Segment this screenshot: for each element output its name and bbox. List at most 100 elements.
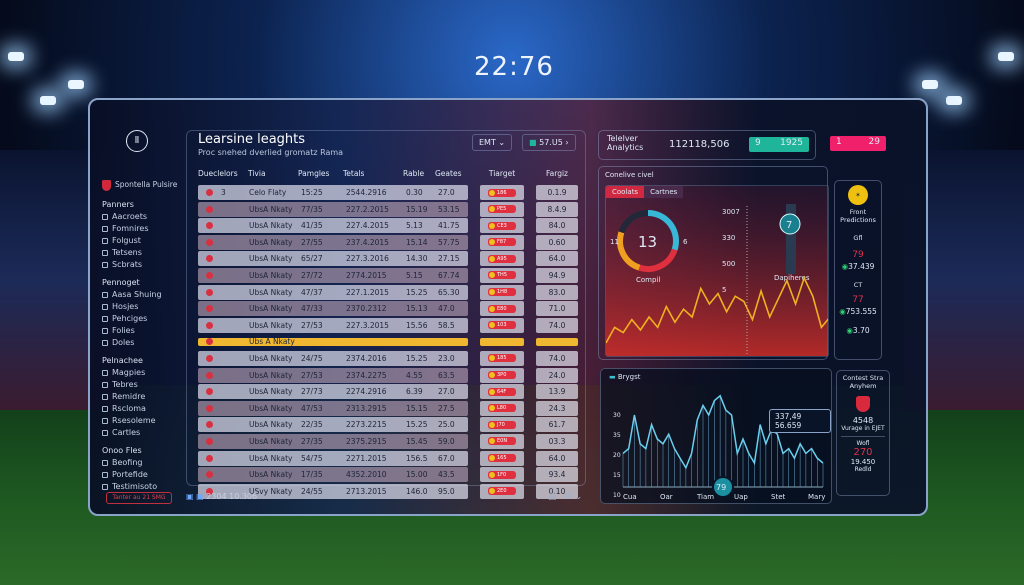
cell: 27/73: [301, 387, 323, 397]
status-icon: [206, 321, 213, 329]
axis-tick: 5: [722, 286, 726, 294]
sidebar-item[interactable]: Cartles: [102, 428, 184, 437]
menu-item-icon: [102, 213, 108, 220]
sidebar-item[interactable]: Remidre: [102, 392, 184, 401]
sidebar-item[interactable]: Fomnires: [102, 224, 184, 233]
menu-item-icon: [102, 249, 108, 256]
sidebar-item-label: Rscloma: [112, 404, 146, 413]
column-header[interactable]: Tiarget: [488, 168, 516, 178]
x-label: Tiam: [696, 493, 714, 501]
sidebar-item[interactable]: Folgust: [102, 236, 184, 245]
donut-segment: [618, 210, 649, 234]
sidebar-item[interactable]: Tetsens: [102, 248, 184, 257]
amount-button[interactable]: ■ 57.U5 ›: [522, 134, 576, 151]
column-header[interactable]: Tivia: [248, 168, 266, 178]
table-row[interactable]: 3 Celo Flaty 15:25 2544.2916 0.30 27.0 1…: [198, 185, 584, 200]
sidebar-item[interactable]: Testimisoto: [102, 482, 184, 491]
table-row[interactable]: USvy Nkaty 24/55 2713.2015 146.0 95.0 2E…: [198, 483, 584, 499]
table-row[interactable]: UbsA Nkaty 65/27 227.3.2016 14.30 27.15 …: [198, 251, 584, 267]
table-row[interactable]: UbsA Nkaty 27/73 2274.2916 6.39 27.0 64F…: [198, 384, 584, 400]
sidebar-item-label: Tetsens: [112, 248, 142, 257]
live-chart: 13 11 6 Compil 3007 330 500 5 7 Dapiheres: [606, 186, 828, 356]
sidebar-action-button[interactable]: Tanter au 21 SMG: [106, 492, 172, 504]
settings-icon[interactable]: ⚙ ⌄: [564, 492, 583, 502]
sidebar-item[interactable]: Portefide: [102, 470, 184, 479]
cell: UbsA Nkaty: [249, 470, 293, 480]
cell: 61.7: [548, 420, 566, 430]
score-a: 1: [836, 137, 842, 147]
target-badge: 64F: [488, 387, 516, 396]
sidebar-item[interactable]: Aasa Shuing: [102, 290, 184, 299]
column-header[interactable]: Pamgles: [298, 168, 330, 178]
cell: 27.0: [438, 387, 455, 397]
sidebar-item[interactable]: Pehciges: [102, 314, 184, 323]
table-row[interactable]: UbsA Nkaty 47/33 2370.2312 15.13 47.0 E8…: [198, 301, 584, 317]
sidebar-item[interactable]: Scbrats: [102, 260, 184, 269]
cell: 15.14: [406, 237, 428, 247]
sidebar-item[interactable]: Magpies: [102, 368, 184, 377]
sidebar-item-label: Magpies: [112, 368, 146, 377]
prediction-label: CT: [853, 281, 863, 289]
table-row[interactable]: UbsA Nkaty 22/35 2273.2215 15.25 25.0 J7…: [198, 417, 584, 433]
badge-text: 185: [497, 355, 507, 362]
cell: 146.0: [406, 486, 428, 496]
scrubber-knob[interactable]: [712, 476, 734, 498]
tab-cartnes[interactable]: Cartnes: [644, 186, 684, 198]
sidebar-item-label: Pehciges: [112, 314, 148, 323]
cell: UbsA Nkaty: [249, 287, 293, 297]
menu-item-icon: [102, 417, 108, 424]
donut-segment: [638, 248, 678, 272]
sidebar-item[interactable]: Hosjes: [102, 302, 184, 311]
axis-tick: 3007: [722, 208, 740, 216]
column-header[interactable]: Rable: [403, 168, 425, 178]
sidebar-item[interactable]: Doles: [102, 338, 184, 347]
table-row[interactable]: UbsA Nkaty 47/37 227.1.2015 15.25 65.30 …: [198, 284, 584, 300]
status-icon: [206, 437, 213, 445]
cell: 24/55: [301, 486, 323, 496]
period-dropdown[interactable]: EMT ⌄: [472, 134, 513, 151]
table-row[interactable]: UbsA Nkaty 77/35 227.2.2015 15.19 53.15 …: [198, 201, 584, 217]
table-row[interactable]: UbsA Nkaty 27/53 2374.2275 4.55 63.5 3P0…: [198, 367, 584, 383]
table-row[interactable]: UbsA Nkaty 27/53 227.3.2015 15.56 58.5 1…: [198, 317, 584, 333]
sidebar-item[interactable]: Rscloma: [102, 404, 184, 413]
target-badge: 103: [488, 321, 516, 330]
table-row[interactable]: UbsA Nkaty 27/72 2774.2015 5.15 67.74 TH…: [198, 267, 584, 283]
column-header[interactable]: Dueclelors: [198, 168, 238, 178]
cell: 2271.2015: [346, 453, 387, 463]
table-row[interactable]: Ubs A Nkaty: [198, 334, 584, 349]
column-header[interactable]: Geates: [435, 168, 462, 178]
table-row[interactable]: UbsA Nkaty 24/75 2374.2016 15.25 23.0 18…: [198, 350, 584, 366]
table-row[interactable]: UbsA Nkaty 27/55 237.4.2015 15.14 57.75 …: [198, 234, 584, 250]
cell: UbsA Nkaty: [249, 204, 293, 214]
sidebar-item[interactable]: Folies: [102, 326, 184, 335]
sidebar-item[interactable]: Rsesoleme: [102, 416, 184, 425]
sidebar-item[interactable]: Beofing: [102, 458, 184, 467]
table-row[interactable]: UbsA Nkaty 41/35 227.4.2015 5.13 41.75 C…: [198, 218, 584, 234]
table-row[interactable]: UbsA Nkaty 17/35 4352.2010 15.00 43.5 1F…: [198, 467, 584, 483]
menu-item-icon: [102, 225, 108, 232]
cell: UbsA Nkaty: [249, 237, 293, 247]
calendar-icon[interactable]: ▤: [548, 492, 557, 502]
analytics-summary: Telelver Analytics 112118,506 9 1925: [598, 130, 816, 160]
status-icon: [206, 222, 213, 230]
cell: 27/53: [301, 320, 323, 330]
table-row[interactable]: UbsA Nkaty 27/35 2375.2915 15.45 59.0 E0…: [198, 433, 584, 449]
sidebar-item[interactable]: Tebres: [102, 380, 184, 389]
cell: 93.4: [548, 470, 566, 480]
cell: 27/55: [301, 237, 323, 247]
table-row[interactable]: UbsA Nkaty 54/75 2271.2015 156.5 67.0 16…: [198, 450, 584, 466]
table-row[interactable]: UbsA Nkaty 47/53 2313.2915 15.15 27.5 L8…: [198, 400, 584, 416]
slider-knob[interactable]: [779, 213, 801, 235]
column-header[interactable]: Tetals: [343, 168, 365, 178]
slider-track[interactable]: [786, 204, 796, 274]
cell: 23.0: [438, 353, 455, 363]
cell: UbsA Nkaty: [249, 436, 293, 446]
cell: 64.0: [548, 254, 566, 264]
column-header[interactable]: Fargiz: [546, 168, 568, 178]
sidebar-item[interactable]: Aacroets: [102, 212, 184, 221]
footer-status: ▣ ▣ 2304 10.306: [186, 492, 257, 501]
cell: 03.3: [548, 436, 566, 446]
cell: 27.15: [438, 254, 460, 264]
badge-text: 186: [497, 189, 507, 196]
tab-coolats[interactable]: Coolats: [606, 186, 645, 198]
